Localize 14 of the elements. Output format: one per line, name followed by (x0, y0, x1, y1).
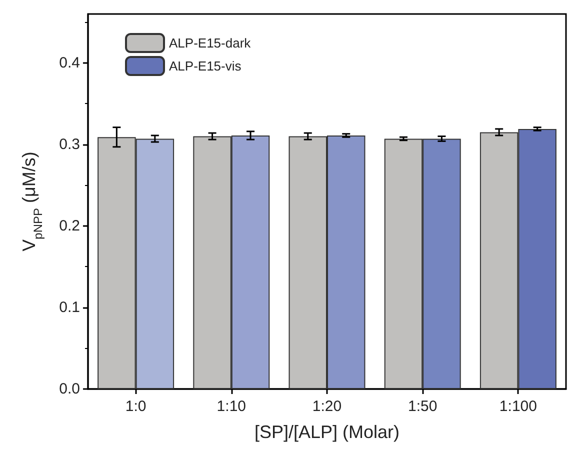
y-tick-label: 0.2 (59, 217, 80, 234)
y-tick-label: 0.1 (59, 298, 80, 316)
x-tick-label: 1:10 (216, 398, 246, 415)
legend-label: ALP-E15-dark (169, 36, 252, 50)
x-tick-label: 1:20 (312, 398, 342, 415)
y-tick-label: 0.3 (59, 136, 80, 153)
y-tick-label: 0.4 (59, 54, 80, 72)
x-axis-title: [SP]/[ALP] (Molar) (254, 422, 400, 442)
x-tick-label: 1:50 (408, 398, 438, 415)
x-tick-label: 1:0 (125, 398, 146, 415)
y-tick-label: 0.0 (59, 380, 80, 398)
x-tick-label: 1:100 (499, 398, 537, 415)
legend-label: ALP-E15-vis (169, 58, 242, 74)
y-axis-title: VpNPP (μM/s) (19, 152, 45, 252)
